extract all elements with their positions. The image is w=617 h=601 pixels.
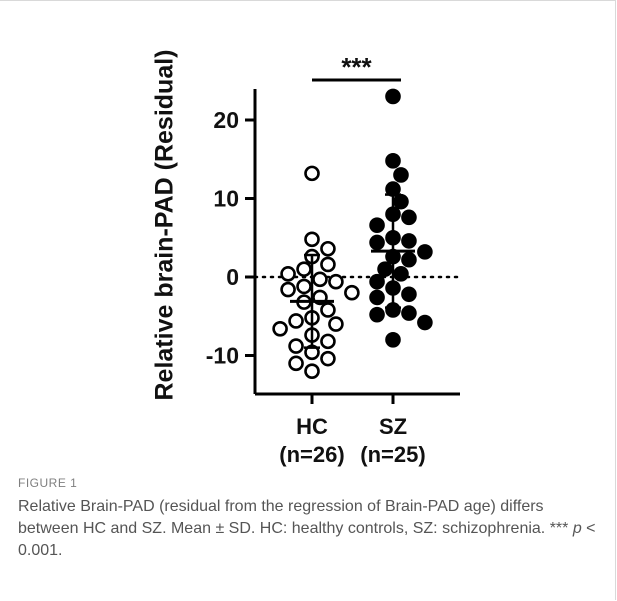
hc-data-point [304,363,320,380]
x-category-label: (n=26) [279,442,344,467]
y-tick-label: -10 [206,343,239,369]
hc-data-point [280,266,296,282]
figure-caption: FIGURE 1 Relative Brain-PAD (residual fr… [18,476,598,562]
sz-data-point [393,167,409,183]
x-category-label: (n=25) [360,442,425,467]
sz-data-point [401,305,417,321]
hc-data-point [296,278,312,295]
scatter-plot: 20 10 0 -10 HC (n=26) SZ (n=25) *** [206,52,462,467]
sz-data-point [369,306,385,323]
sz-data-point [369,273,385,290]
hc-data-point [320,350,336,367]
hc-data-point [328,273,344,290]
significance-stars: *** [341,52,372,82]
hc-data-point [312,271,328,288]
x-category-label: SZ [379,414,407,439]
x-category-label: HC [296,414,328,439]
y-tick-label: 20 [213,107,239,133]
sz-data-point [401,251,417,268]
data-layer [272,88,433,380]
hc-data-point [304,231,320,248]
sz-data-point [401,286,417,303]
hc-data-point [272,321,288,337]
sz-data-point [417,314,433,331]
hc-data-point [288,313,304,329]
sz-data-point [401,209,417,226]
sz-data-point [369,217,385,233]
hc-data-point [320,333,336,350]
hc-data-point [280,281,296,298]
hc-data-point [344,284,360,301]
hc-data-point [328,316,344,332]
sz-data-point [417,244,433,260]
sz-data-point [393,193,409,210]
hc-data-point [296,261,312,277]
sz-data-point [385,331,401,348]
axes-layer: 20 10 0 -10 HC (n=26) SZ (n=25) *** [206,52,462,467]
y-tick-label: 10 [213,186,239,212]
hc-data-point [320,256,336,273]
caption-text: Relative Brain-PAD (residual from the re… [18,498,596,559]
hc-data-point [304,165,320,182]
hc-data-point [288,338,304,354]
sz-data-point [393,266,409,282]
hc-data-point [288,355,304,372]
figure-label: FIGURE 1 [18,476,78,490]
sz-data-point [369,234,385,251]
sz-data-point [385,88,401,105]
hc-data-point [320,240,336,257]
sz-data-point [401,233,417,249]
sz-data-point [385,153,401,169]
sz-data-point [377,261,393,277]
hc-data-point [320,302,336,318]
sz-data-point [369,289,385,306]
y-tick-label: 0 [226,264,239,290]
